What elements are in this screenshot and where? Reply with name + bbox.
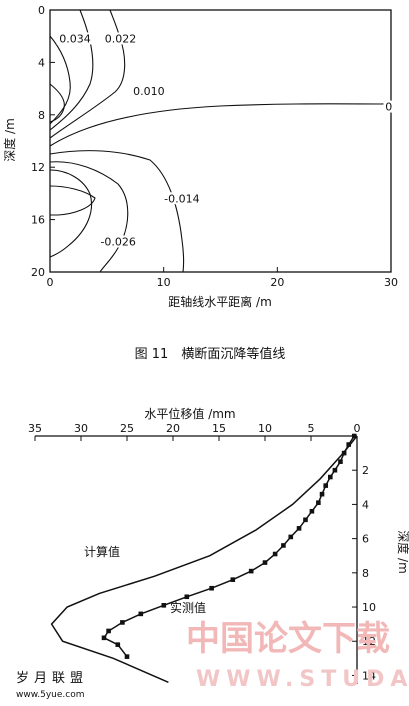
- measured-point: [161, 603, 167, 608]
- contour-y-tick-label: 16: [31, 214, 45, 227]
- contour-label-backing: [383, 100, 395, 113]
- calculated-series-label: 计算值: [84, 544, 120, 559]
- contour-x-tick-label: 10: [157, 276, 171, 289]
- measured-point: [323, 483, 329, 488]
- measured-point: [281, 543, 286, 548]
- watermark-main: 中国论文下载: [186, 619, 390, 659]
- logo-text: 岁月联盟: [16, 671, 88, 686]
- measured-point: [288, 534, 294, 540]
- measured-point: [309, 508, 315, 514]
- contour-y-ticks: 0 4 8 12 16 20: [31, 4, 55, 279]
- contour-y-axis-label: 深度 /m: [2, 118, 17, 162]
- contour-label: 0.034: [59, 32, 91, 45]
- contour-y-tick-label: 12: [31, 161, 45, 174]
- displacement-y-tick-label: 10: [362, 601, 376, 614]
- measured-point: [230, 577, 236, 582]
- displacement-x-tick-label: 10: [258, 422, 272, 435]
- displacement-x-tick-label: 0: [354, 422, 361, 435]
- displacement-y-axis-label: 深度 /m: [396, 530, 409, 574]
- measured-point: [101, 635, 107, 641]
- contour-line-0.034: [49, 35, 71, 125]
- contour-caption: 图 11 横断面沉降等值线: [135, 346, 286, 362]
- contour-x-tick-label: 30: [384, 276, 398, 289]
- displacement-x-axis-label: 水平位移值 /mm: [144, 406, 235, 421]
- contour-label-backing: [160, 192, 204, 205]
- measured-point: [338, 459, 343, 464]
- measured-point: [272, 551, 278, 557]
- displacement-x-tick-label: 5: [308, 422, 315, 435]
- displacement-y-tick-label: 12: [362, 635, 376, 648]
- displacement-y-ticks: 2 4 6 8 10 12 14: [352, 464, 376, 682]
- site-url: www.5yue.com: [16, 690, 85, 700]
- contour-labels: 0.034 0.022 0.010 0 -0.014 -0.026: [56, 32, 395, 248]
- contour-chart: 0.034 0.022 0.010 0 -0.014 -0.026 0 10 20 30 0 4 8…: [2, 4, 398, 362]
- contour-line--0.038: [49, 185, 96, 216]
- contour-label-backing: [56, 32, 94, 45]
- measured-point: [184, 594, 190, 600]
- contour-label: 0: [385, 101, 392, 114]
- measured-point: [346, 442, 352, 447]
- contour-label: -0.026: [100, 235, 135, 248]
- watermark-url: WWW.STUDA.: [196, 667, 409, 692]
- measured-point: [209, 585, 214, 591]
- contour-label-backing: [101, 32, 139, 45]
- contour-x-axis-label: 距轴线水平距离 /m: [168, 294, 272, 309]
- watermark: 中国论文下载 WWW.STUDA. 岁月联盟 www.5yue.com: [16, 619, 409, 700]
- contour-line--0.002: [49, 150, 185, 273]
- displacement-y-tick-label: 2: [362, 464, 369, 477]
- contour-line-0.022: [49, 9, 94, 131]
- contour-line--0.026: [49, 169, 93, 258]
- contour-label: 0.010: [133, 85, 165, 98]
- measured-point: [106, 628, 111, 634]
- contour-lines: [49, 9, 392, 273]
- measured-point: [351, 433, 357, 439]
- contour-x-tick-label: 0: [47, 276, 54, 289]
- contour-label-backing: [96, 235, 140, 248]
- contour-y-tick-label: 8: [38, 109, 45, 122]
- measured-series-label: 实测值: [170, 600, 206, 615]
- calculated-series-line: [50, 435, 358, 683]
- contour-plot-frame: [49, 9, 392, 273]
- measured-point: [124, 654, 130, 659]
- contour-label-backing: [130, 84, 168, 97]
- contour-x-ticks: 0 10 20 30: [47, 267, 398, 289]
- measured-point: [138, 611, 144, 617]
- displacement-y-tick-label: 8: [362, 567, 369, 580]
- contour-y-tick-label: 0: [38, 4, 45, 17]
- contour-x-tick-label: 20: [270, 276, 284, 289]
- contour-y-tick-label: 20: [31, 266, 45, 279]
- contour-label: 0.022: [105, 32, 137, 45]
- displacement-x-tick-label: 15: [212, 422, 226, 435]
- displacement-y-tick-label: 4: [362, 498, 369, 511]
- contour-line--0.014: [49, 161, 129, 273]
- displacement-series: [50, 433, 358, 683]
- displacement-chart: 35 30 25 20 15 10 5 0 2 4 6 8 10 12 14 水平位移值 /mm 深度 /…: [28, 406, 409, 684]
- contour-line-0.010: [49, 9, 126, 139]
- measured-point: [303, 517, 308, 523]
- displacement-x-tick-label: 20: [166, 422, 180, 435]
- measured-point: [319, 491, 325, 497]
- measured-point: [328, 474, 333, 480]
- displacement-x-tick-label: 25: [120, 422, 134, 435]
- measured-point: [332, 467, 338, 473]
- measured-point: [341, 450, 347, 456]
- displacement-x-tick-label: 30: [74, 422, 88, 435]
- contour-line-0: [49, 103, 392, 147]
- contour-label: -0.014: [164, 192, 199, 205]
- contour-y-tick-label: 4: [38, 56, 45, 69]
- measured-point: [316, 500, 321, 506]
- measured-point: [120, 620, 125, 625]
- contour-line-0.046: [49, 83, 65, 123]
- measured-point: [248, 568, 254, 574]
- measured-point: [262, 560, 268, 565]
- displacement-x-ticks: 35 30 25 20 15 10 5 0: [28, 422, 361, 441]
- displacement-y-tick-label: 6: [362, 533, 369, 546]
- measured-point: [115, 642, 121, 647]
- measured-point: [296, 526, 302, 531]
- displacement-y-tick-label: 14: [362, 669, 376, 682]
- displacement-x-tick-label: 35: [28, 422, 42, 435]
